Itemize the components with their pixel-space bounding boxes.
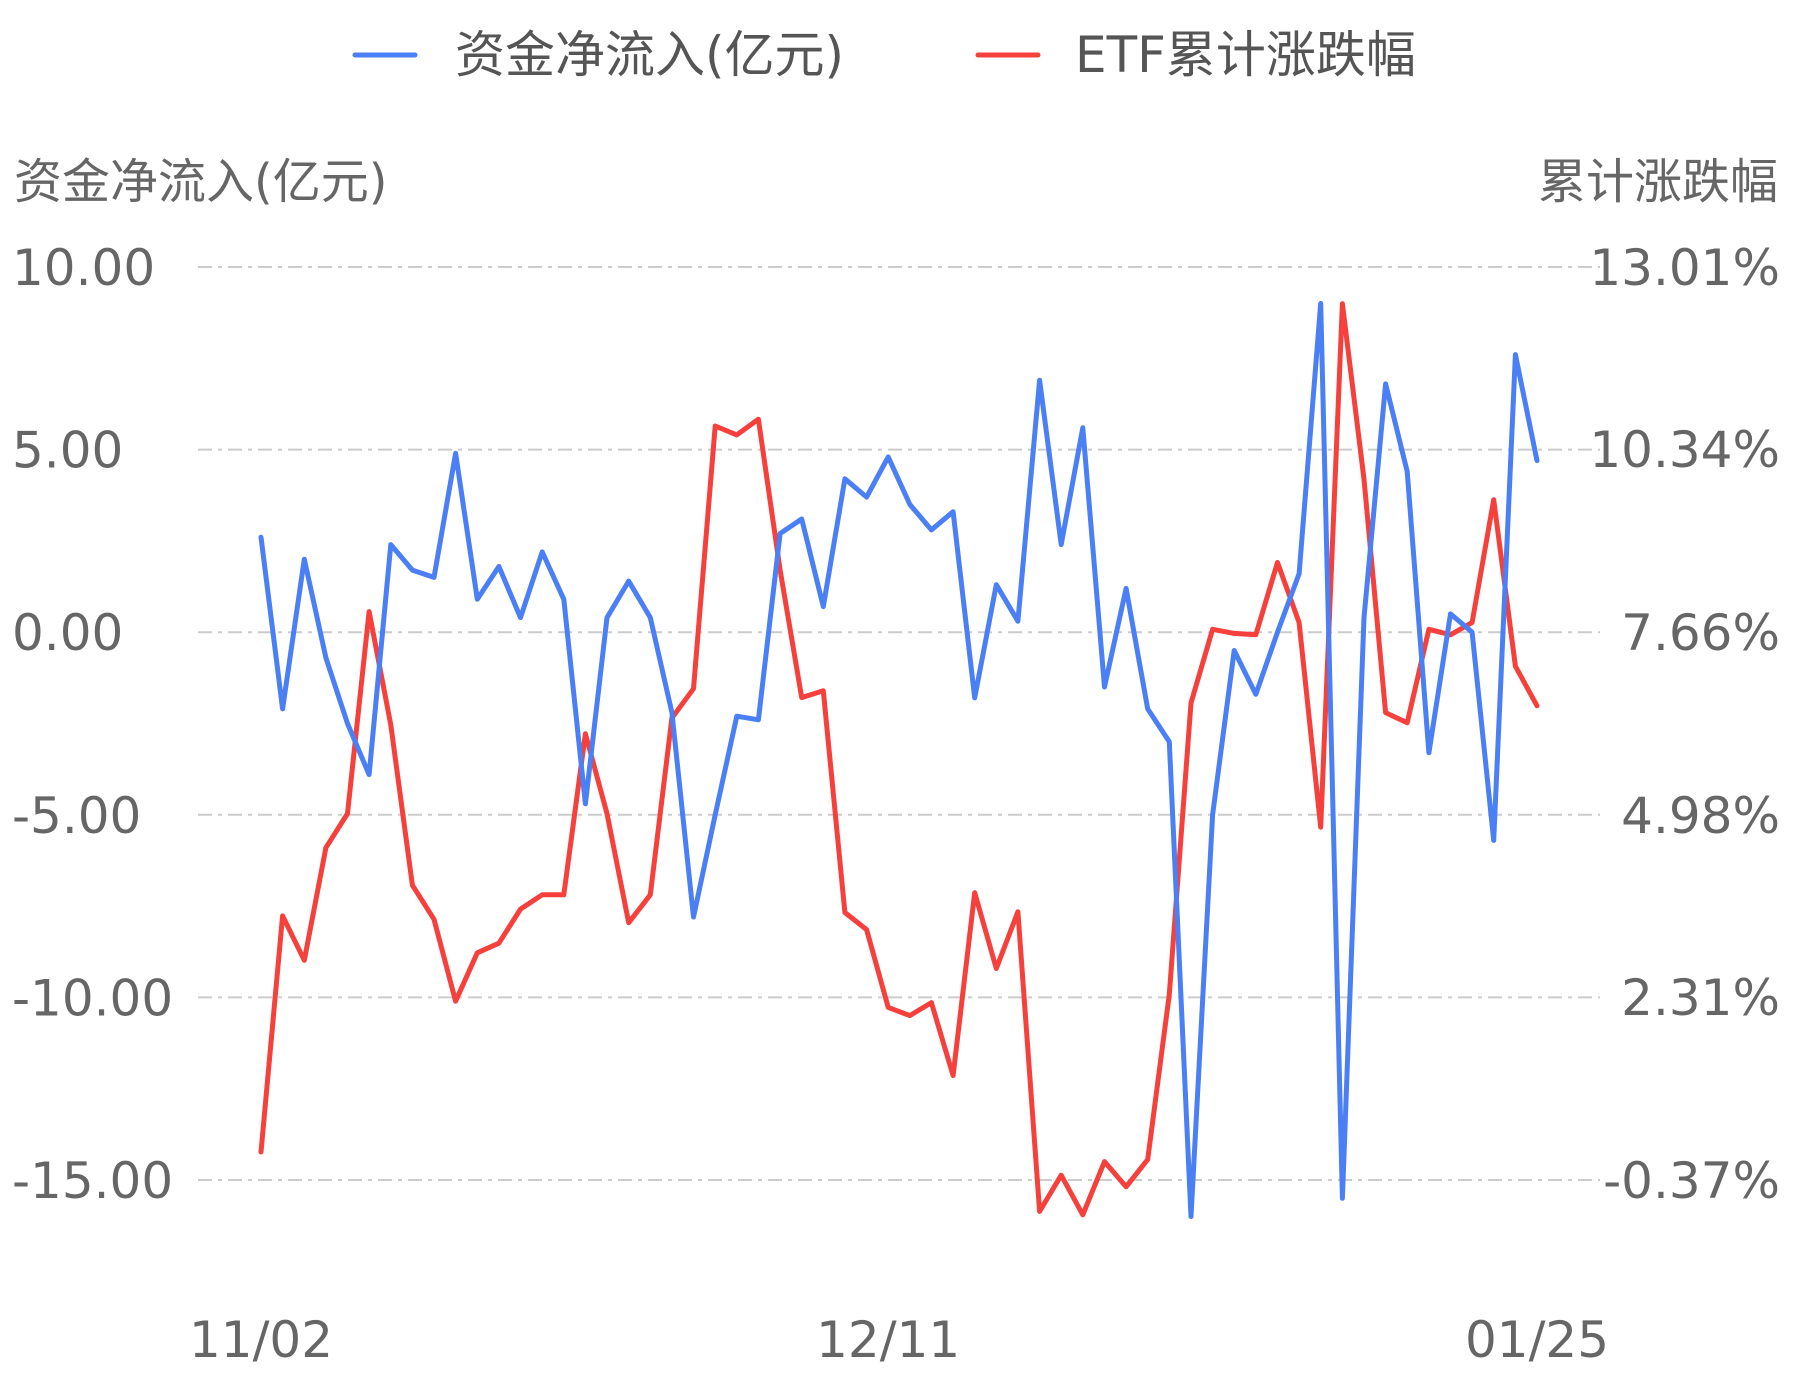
left-axis-title: 资金净流入(亿元)	[14, 154, 387, 210]
right-tick-label: 2.31%	[1621, 969, 1780, 1027]
x-tick-label: 12/11	[816, 1311, 960, 1369]
legend-label-fund-flow: 资金净流入(亿元)	[455, 26, 844, 84]
right-axis-title: 累计涨跌幅	[1538, 154, 1778, 210]
right-axis-ticks: 13.01% 10.34% 7.66% 4.98% 2.31% -0.37%	[1589, 239, 1780, 1210]
left-tick-label: 10.00	[12, 239, 155, 297]
right-tick-label: -0.37%	[1603, 1152, 1780, 1210]
series-lines	[258, 301, 1540, 1219]
left-tick-label: 0.00	[12, 604, 123, 662]
legend-label-etf-change: ETF累计涨跌幅	[1075, 26, 1416, 84]
series-line-etf-change	[258, 301, 1540, 1218]
right-tick-label: 13.01%	[1589, 239, 1780, 297]
left-tick-label: 5.00	[12, 422, 123, 480]
x-axis-ticks: 11/02 12/11 01/25	[189, 1311, 1609, 1369]
series-line-fund-flow	[258, 301, 1540, 1219]
right-tick-label: 10.34%	[1589, 421, 1780, 479]
right-tick-label: 4.98%	[1621, 787, 1780, 845]
legend: 资金净流入(亿元) ETF累计涨跌幅	[352, 26, 1416, 84]
left-axis-ticks: 10.00 5.00 0.00 -5.00 -10.00 -15.00	[12, 239, 173, 1210]
left-tick-label: -10.00	[12, 969, 173, 1027]
x-tick-label: 11/02	[189, 1311, 333, 1369]
left-tick-label: -15.00	[12, 1152, 173, 1210]
right-tick-label: 7.66%	[1621, 604, 1780, 662]
grid-lines	[198, 266, 1600, 1181]
x-tick-label: 01/25	[1465, 1311, 1609, 1369]
left-tick-label: -5.00	[12, 787, 141, 845]
